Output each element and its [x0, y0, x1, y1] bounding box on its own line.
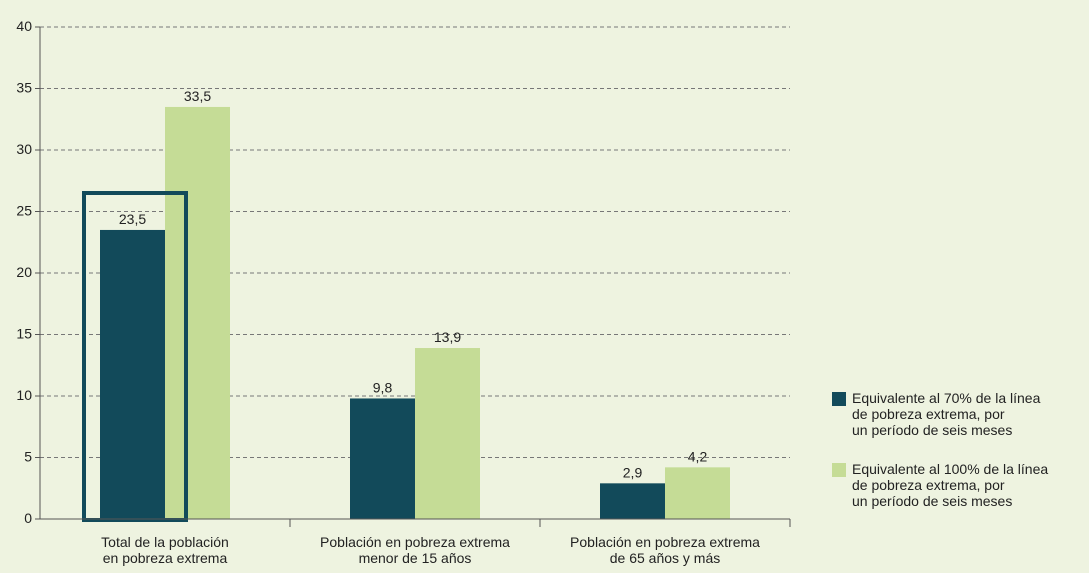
y-tick-label: 35 [16, 79, 32, 95]
bar [100, 229, 165, 519]
value-label: 2,9 [623, 464, 643, 480]
bar [665, 467, 730, 519]
bar [350, 398, 415, 519]
y-tick-label: 15 [16, 325, 32, 341]
bar [415, 348, 480, 519]
legend-swatch [832, 463, 846, 477]
legend-swatch [832, 392, 846, 406]
highlight-box [82, 191, 188, 522]
value-label: 33,5 [184, 88, 211, 104]
y-tick-label: 20 [16, 264, 32, 280]
x-tick-label: Población en pobreza extrema de 65 años y… [570, 534, 760, 566]
value-label: 23,5 [119, 211, 146, 227]
legend-label: Equivalente al 70% de la línea de pobreza… [852, 390, 1041, 438]
bar [600, 483, 665, 519]
x-tick-label: Total de la población en pobreza extrema [101, 534, 229, 566]
legend-label: Equivalente al 100% de la línea de pobrez… [852, 461, 1048, 509]
y-tick-label: 5 [24, 448, 32, 464]
value-label: 4,2 [688, 448, 708, 464]
y-tick-label: 40 [16, 18, 32, 34]
x-tick-label: Población en pobreza extrema menor de 15 … [320, 534, 510, 566]
y-tick-label: 30 [16, 141, 32, 157]
y-tick-label: 25 [16, 202, 32, 218]
bar [165, 106, 230, 519]
y-tick-label: 0 [24, 510, 32, 526]
value-label: 9,8 [373, 379, 393, 395]
y-tick-label: 10 [16, 387, 32, 403]
value-label: 13,9 [434, 329, 461, 345]
